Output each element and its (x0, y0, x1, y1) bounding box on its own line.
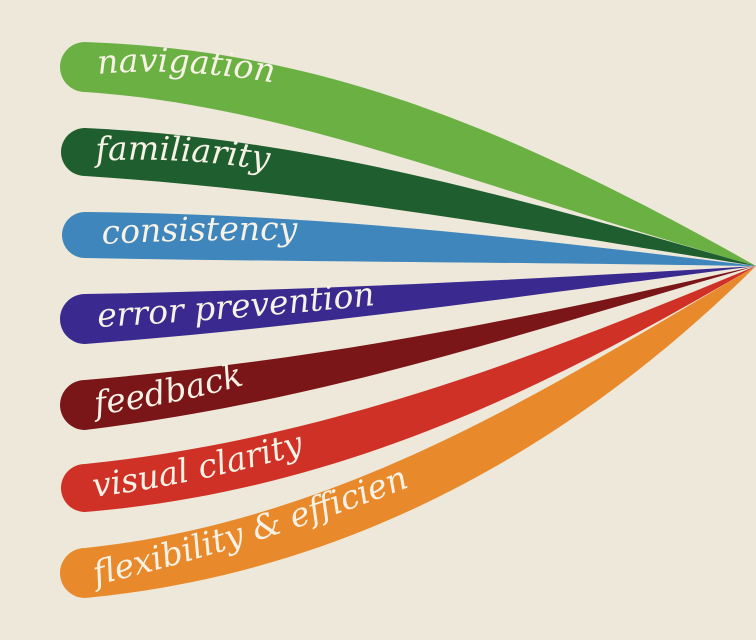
ribbon-consistency-label: consistency (100, 209, 297, 252)
ribbon-visual-clarity-band (61, 266, 756, 512)
ribbon-error-prevention-band (60, 266, 756, 344)
ribbon-familiarity-band (61, 128, 756, 266)
ribbon-familiarity: familiarity (61, 128, 756, 266)
ribbon-feedback-band (60, 266, 756, 430)
ribbon-navigation-band (60, 42, 756, 266)
ribbon-navigation: navigation (60, 41, 756, 266)
ribbon-consistency: consistency (62, 209, 756, 266)
ribbon-consistency-band (62, 212, 756, 266)
ribbon-flexibility-efficiency-band (60, 266, 756, 598)
